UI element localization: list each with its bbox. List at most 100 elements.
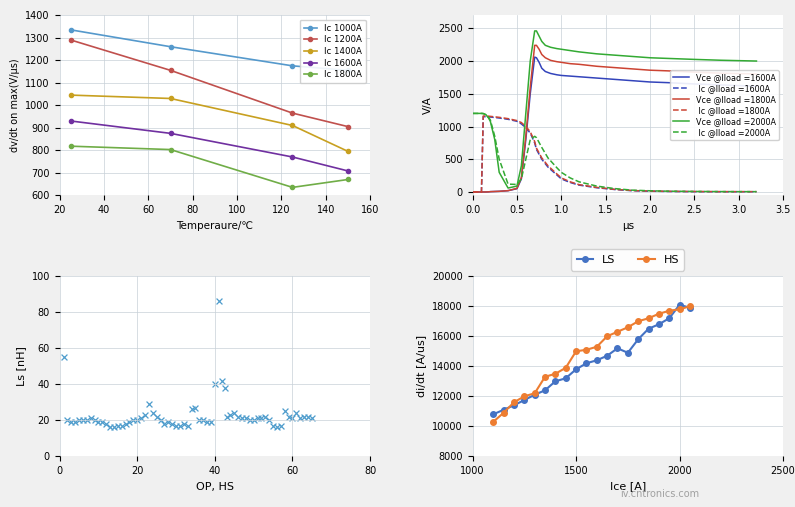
Legend: LS, HS: LS, HS (571, 249, 684, 271)
HS (613, 329, 622, 335)
Ic 1400A (165, 95, 175, 101)
Point (197, 416, 210, 424)
Ic 1600A (343, 168, 353, 174)
Point (278, 407, 291, 415)
Y-axis label: Ls [nH]: Ls [nH] (16, 346, 26, 386)
Point (294, 414, 307, 422)
HS (675, 306, 684, 312)
Vce @Iload =1800A (556, 59, 566, 65)
Vce @Iload =2000A (472, 111, 482, 117)
Ic 1000A (165, 44, 175, 50)
 Ic @Iload =1600A (472, 189, 482, 195)
Vce @Iload =1600A (546, 70, 556, 77)
Vce @Iload =2000A (734, 58, 743, 64)
Point (263, 416, 276, 424)
Point (218, 384, 231, 392)
Vce @Iload =1600A (521, 136, 530, 142)
Ic 1200A (288, 110, 297, 116)
 Ic @Iload =2000A (752, 189, 762, 195)
LS (603, 353, 612, 359)
 Ic @Iload =1800A (530, 138, 540, 144)
X-axis label: Ice [A]: Ice [A] (610, 482, 646, 492)
HS (561, 365, 571, 371)
 Ic @Iload =1800A (481, 113, 491, 119)
HS (654, 311, 664, 317)
Vce @Iload =1600A (512, 186, 522, 192)
 Ic @Iload =1600A (521, 125, 530, 131)
 Ic @Iload =1800A (479, 113, 488, 119)
Point (181, 422, 194, 430)
 Ic @Iload =1800A (552, 171, 561, 177)
Vce @Iload =1800A (525, 84, 535, 90)
Line: Vce @Iload =2000A: Vce @Iload =2000A (472, 31, 757, 188)
Vce @Iload =1800A (663, 68, 673, 74)
Ic 1800A (343, 176, 353, 183)
Vce @Iload =1600A (592, 75, 602, 81)
Y-axis label: di/dt [A/us]: di/dt [A/us] (417, 335, 427, 397)
Line: Vce @Iload =1600A: Vce @Iload =1600A (472, 57, 757, 192)
 Ic @Iload =2000A (517, 176, 526, 182)
 Ic @Iload =1800A (716, 189, 726, 195)
Ic 1800A (288, 185, 297, 191)
LS (582, 360, 591, 367)
 Ic @Iload =1600A (537, 156, 546, 162)
 Ic @Iload =2000A (525, 136, 535, 142)
 Ic @Iload =1600A (512, 118, 522, 124)
Vce @Iload =1800A (467, 189, 477, 195)
Vce @Iload =1600A (627, 78, 637, 84)
Ic 1600A (288, 154, 297, 160)
 Ic @Iload =1800A (565, 179, 575, 185)
Line:  Ic @Iload =1800A: Ic @Iload =1800A (472, 116, 757, 192)
Vce @Iload =1800A (530, 42, 540, 48)
Vce @Iload =2000A (494, 169, 504, 175)
 Ic @Iload =1600A (734, 189, 743, 195)
Y-axis label: V/A: V/A (423, 96, 432, 114)
 Ic @Iload =1600A (477, 189, 487, 195)
 Ic @Iload =2000A (689, 189, 699, 195)
LS (675, 302, 684, 308)
 Ic @Iload =1600A (610, 187, 619, 193)
Point (100, 420, 113, 428)
 Ic @Iload =1600A (486, 114, 495, 120)
 Ic @Iload =1600A (752, 189, 762, 195)
LS (530, 392, 540, 398)
Ic 1200A (66, 37, 76, 43)
 Ic @Iload =1600A (627, 188, 637, 194)
HS (582, 347, 591, 353)
Point (270, 423, 283, 431)
Text: iv.cntronics.com: iv.cntronics.com (620, 489, 700, 499)
Vce @Iload =2000A (477, 111, 487, 117)
 Ic @Iload =2000A (716, 189, 726, 195)
Vce @Iload =2000A (532, 28, 541, 34)
 Ic @Iload =1800A (543, 163, 553, 169)
Point (204, 418, 217, 426)
Vce @Iload =2000A (481, 112, 491, 118)
Vce @Iload =1800A (546, 57, 556, 63)
LS (592, 357, 602, 364)
Point (251, 414, 264, 422)
Line: Ic 1000A: Ic 1000A (68, 28, 350, 73)
 Ic @Iload =1800A (574, 182, 584, 188)
 Ic @Iload =1600A (503, 116, 513, 122)
HS (685, 303, 695, 309)
Point (65, 418, 78, 426)
Point (235, 414, 248, 422)
 Ic @Iload =2000A (512, 182, 522, 188)
LS (520, 397, 529, 403)
Vce @Iload =1600A (537, 65, 546, 71)
Point (162, 418, 175, 426)
 Ic @Iload =2000A (646, 188, 655, 194)
HS (665, 308, 674, 314)
 Ic @Iload =1600A (663, 189, 673, 195)
 Ic @Iload =1600A (552, 172, 561, 178)
 Ic @Iload =1800A (525, 129, 535, 135)
Ic 1800A (165, 147, 175, 153)
Vce @Iload =1800A (484, 189, 494, 195)
Vce @Iload =1600A (517, 176, 526, 182)
Line: HS: HS (491, 304, 692, 424)
Ic 1800A (66, 143, 76, 149)
 Ic @Iload =1600A (517, 121, 526, 127)
 Ic @Iload =1800A (537, 155, 546, 161)
Vce @Iload =1600A (565, 73, 575, 79)
LS (644, 325, 653, 332)
